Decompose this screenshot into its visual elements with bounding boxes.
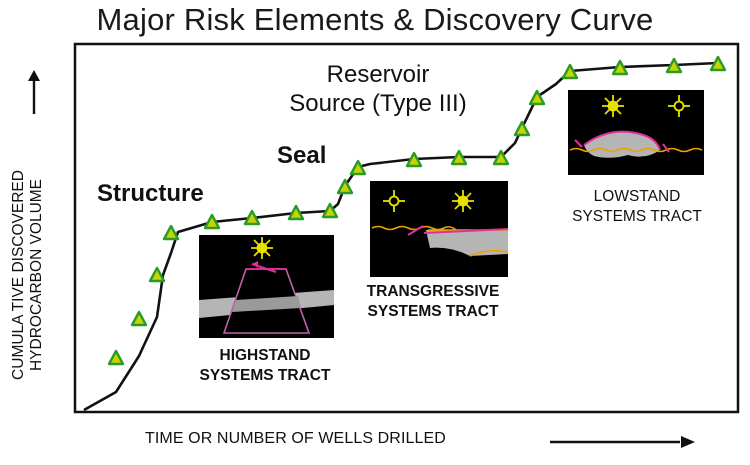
stage-label-reservoir: Reservoir Source (Type III) <box>278 60 478 118</box>
well-marker <box>107 349 125 366</box>
well-marker <box>130 310 148 327</box>
hollow-sun-icon <box>383 190 405 212</box>
y-axis-label: CUMULA TIVE DISCOVERED HYDROCARBON VOLUM… <box>2 115 57 415</box>
magenta-arrow-icon <box>574 139 583 148</box>
sun-icon <box>452 190 474 212</box>
well-marker <box>162 224 180 241</box>
well-marker <box>611 59 629 76</box>
sun-icon <box>251 237 273 259</box>
well-marker <box>349 159 367 176</box>
reservoir-label-line2: Source (Type III) <box>289 90 467 117</box>
lowstand-panel <box>568 90 704 175</box>
lowstand-caption-line1: LOWSTAND <box>593 188 681 205</box>
magenta-arrow-icon <box>407 225 424 236</box>
well-marker <box>665 57 683 74</box>
well-marker <box>709 55 727 72</box>
highstand-caption: HIGHSTAND SYSTEMS TRACT <box>195 346 335 386</box>
well-marker <box>405 151 423 168</box>
transgressive-caption: TRANSGRESSIVE SYSTEMS TRACT <box>348 282 518 322</box>
well-marker <box>203 213 221 230</box>
up-arrow-icon <box>28 70 40 114</box>
y-axis-label-line1: CUMULA TIVE DISCOVERED <box>10 170 27 380</box>
highstand-caption-line1: HIGHSTAND <box>219 347 311 364</box>
hollow-sun-icon <box>668 95 690 117</box>
well-marker <box>148 266 166 283</box>
stage-label-structure: Structure <box>97 180 204 207</box>
diagram-title: Major Risk Elements & Discovery Curve <box>96 2 654 37</box>
well-marker <box>561 63 579 80</box>
transgressive-caption-line1: TRANSGRESSIVE <box>366 283 500 300</box>
well-marker <box>492 149 510 166</box>
x-axis-label: TIME OR NUMBER OF WELLS DRILLED <box>145 430 446 447</box>
right-arrow-icon <box>550 436 695 448</box>
well-marker <box>243 209 261 226</box>
reservoir-label-line1: Reservoir <box>326 61 430 88</box>
magenta-arrow-icon <box>662 143 670 153</box>
lowstand-caption-line2: SYSTEMS TRACT <box>572 208 702 225</box>
transgressive-caption-line2: SYSTEMS TRACT <box>367 303 499 320</box>
well-marker <box>528 89 546 106</box>
well-markers <box>107 55 727 366</box>
sun-icon <box>602 95 624 117</box>
well-marker <box>336 178 354 195</box>
discovery-curve <box>83 61 719 412</box>
lowstand-caption: LOWSTAND SYSTEMS TRACT <box>562 187 712 227</box>
highstand-panel <box>199 235 334 338</box>
well-marker <box>287 204 305 221</box>
transgressive-panel <box>370 181 509 277</box>
well-marker <box>321 202 339 219</box>
stage-label-seal: Seal <box>277 142 327 169</box>
well-marker <box>450 149 468 166</box>
well-marker <box>513 120 531 137</box>
highstand-caption-line2: SYSTEMS TRACT <box>199 367 331 384</box>
y-axis-label-line2: HYDROCARBON VOLUME <box>28 178 45 372</box>
plot-frame <box>73 42 740 414</box>
